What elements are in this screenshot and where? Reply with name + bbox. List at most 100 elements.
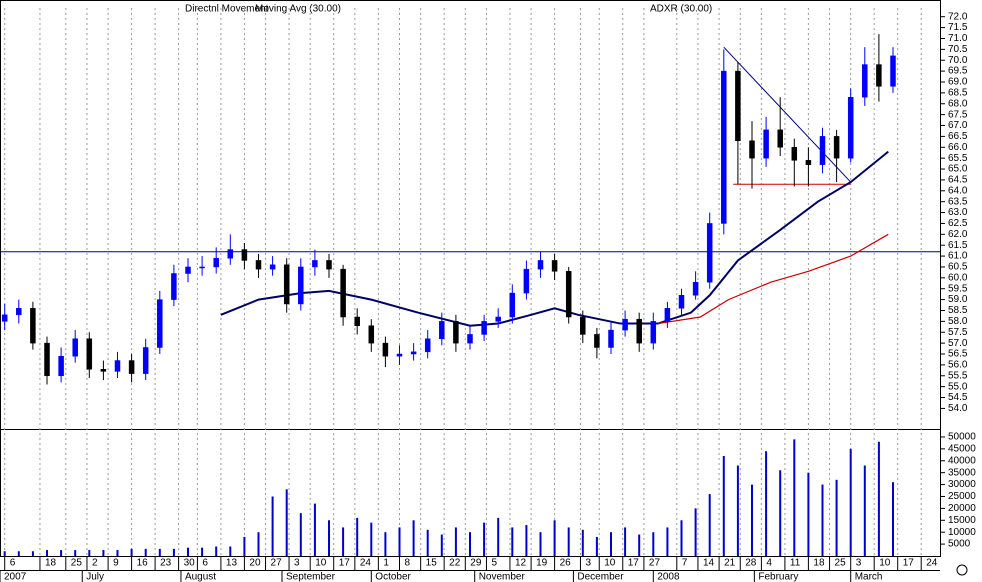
volume-bar <box>525 525 528 556</box>
candle-body <box>199 266 205 269</box>
volume-bar <box>285 489 288 556</box>
candle-body <box>523 268 530 294</box>
month-label: September <box>286 572 336 582</box>
x-tick-label: 12 <box>515 558 527 569</box>
volume-bar <box>116 550 119 556</box>
candle-body <box>551 260 558 272</box>
v-tick-label: 45000 <box>948 443 976 454</box>
y-tick-label: 56.0 <box>948 360 968 371</box>
volume-bar <box>892 482 894 556</box>
y-tick-label: 70.0 <box>948 55 968 66</box>
volume-bar <box>793 439 796 556</box>
volume-bar <box>299 513 302 556</box>
y-tick-label: 68.5 <box>948 88 968 99</box>
y-tick-label: 63.5 <box>948 196 968 207</box>
candle-body <box>833 136 840 159</box>
y-tick-label: 71.5 <box>948 22 968 33</box>
volume-bar <box>46 550 48 556</box>
candle-body <box>678 295 685 309</box>
volume-bar <box>229 546 232 556</box>
icon <box>956 564 968 576</box>
x-tick-label: 4 <box>766 558 772 569</box>
volume-bar <box>567 527 570 556</box>
v-tick-label: 15000 <box>948 515 976 526</box>
y-tick-label: 55.5 <box>948 370 968 381</box>
candle-body <box>876 64 882 87</box>
x-tick-label: 11 <box>790 558 801 569</box>
y-tick-label: 59.5 <box>948 283 968 294</box>
candle-body <box>580 316 586 335</box>
candle-body <box>622 318 628 331</box>
x-tick-label: 29 <box>470 558 482 569</box>
header-text: Moving Avg (30.00) <box>255 4 341 15</box>
volume-bar <box>426 529 429 556</box>
candle-body <box>269 264 276 270</box>
x-tick-label: 25 <box>71 558 83 569</box>
candle-body <box>467 334 473 344</box>
volume-bar <box>694 508 697 556</box>
volume-bar <box>215 546 218 556</box>
x-tick-label: 16 <box>137 558 149 569</box>
volume-bar <box>736 465 739 556</box>
x-tick-label: 24 <box>360 558 372 569</box>
y-tick-label: 55.0 <box>948 381 968 392</box>
y-tick-label: 67.0 <box>948 120 968 131</box>
x-tick-label: 17 <box>628 558 640 569</box>
candle-body <box>805 160 812 165</box>
volume-bar <box>539 532 542 556</box>
volume-bar <box>454 527 457 556</box>
volume-bar <box>130 548 133 556</box>
candle-body <box>368 325 375 344</box>
x-tick-label: 8 <box>405 558 411 569</box>
header-text: Directnl Movement <box>185 4 269 15</box>
month-label: 2008 <box>657 572 680 582</box>
x-tick-label: 3 <box>294 558 300 569</box>
v-tick-label: 5000 <box>948 539 971 550</box>
x-tick-label: 10 <box>879 558 891 569</box>
volume-bar <box>60 550 63 556</box>
y-tick-label: 61.0 <box>948 251 968 262</box>
y-tick-label: 65.5 <box>948 153 968 164</box>
candle-body <box>142 347 149 374</box>
candle-body <box>721 70 727 224</box>
candle-body <box>636 318 642 344</box>
y-tick-label: 61.5 <box>948 240 968 251</box>
volume-bar <box>807 472 810 556</box>
y-tick-label: 67.5 <box>948 109 968 120</box>
volume-bar <box>201 547 204 556</box>
y-tick-label: 70.5 <box>948 44 968 55</box>
candle-body <box>86 338 93 370</box>
volume-bar <box>849 448 852 556</box>
y-tick-label: 65.0 <box>948 164 968 175</box>
volume-bar <box>722 456 725 556</box>
x-tick-label: 3 <box>856 558 862 569</box>
x-tick-label: 27 <box>649 558 661 569</box>
volume-bar <box>553 520 556 556</box>
month-label: October <box>375 572 411 582</box>
moving-average <box>657 233 889 325</box>
v-tick-label: 20000 <box>948 503 976 514</box>
x-tick-label: 21 <box>724 558 736 569</box>
volume-bar <box>158 548 161 556</box>
volume-bar <box>483 522 486 556</box>
v-tick-label: 35000 <box>948 467 976 478</box>
volume-bar <box>610 532 612 556</box>
volume-bar <box>144 548 147 556</box>
candle-body <box>227 249 234 259</box>
candle-body <box>594 334 600 348</box>
x-tick-label: 28 <box>745 558 757 569</box>
y-tick-label: 58.0 <box>948 316 968 327</box>
x-tick-label: 27 <box>271 558 283 569</box>
month-label: July <box>86 572 104 582</box>
candle-body <box>241 249 248 261</box>
y-tick-label: 60.5 <box>948 262 968 273</box>
candle-body <box>396 353 403 357</box>
candle-body <box>340 268 346 318</box>
y-tick-label: 69.0 <box>948 77 968 88</box>
candle-body <box>100 368 107 372</box>
candle-body <box>298 266 304 305</box>
volume-bar <box>835 479 838 556</box>
volume-bar <box>88 550 91 556</box>
volume-bar <box>313 503 316 556</box>
